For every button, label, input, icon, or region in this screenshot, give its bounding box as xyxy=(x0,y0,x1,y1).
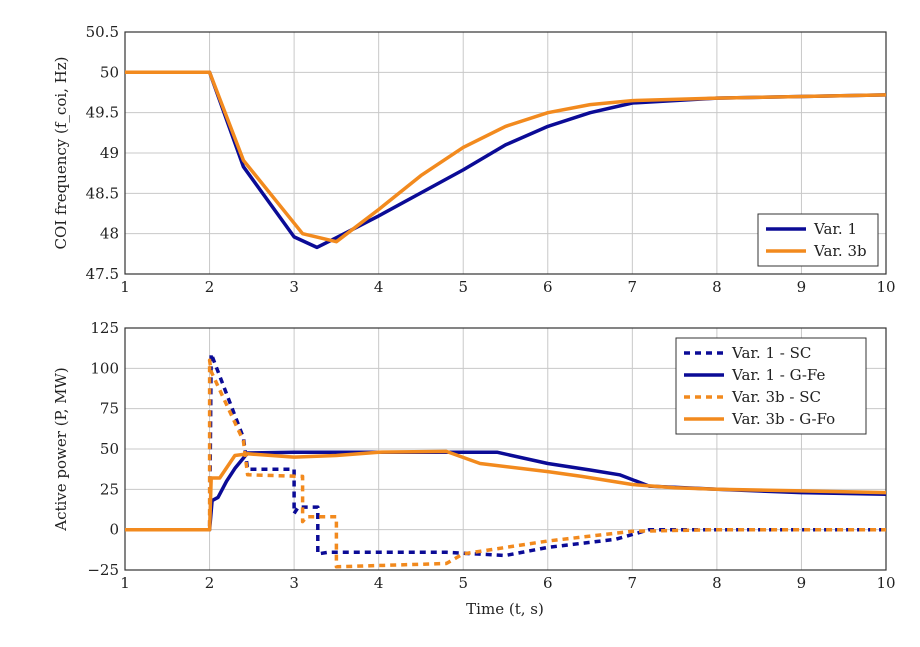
x-tick-label: 5 xyxy=(458,574,468,592)
y-tick-label: 75 xyxy=(100,400,119,418)
series-line-var-1-sc xyxy=(125,352,886,558)
x-tick-label: 9 xyxy=(797,278,807,296)
legend: Var. 1 Var. 3b xyxy=(757,213,879,267)
legend-entry: Var. 1 xyxy=(813,220,857,238)
x-tick-label: 4 xyxy=(374,278,384,296)
x-tick-label: 7 xyxy=(628,278,638,296)
plot-frame xyxy=(124,31,887,275)
y-tick-label: 48 xyxy=(100,225,119,243)
legend-box xyxy=(757,213,879,267)
x-tick-label: 6 xyxy=(543,574,553,592)
legend-entry: Var. 1 - G-Fe xyxy=(731,366,826,384)
x-tick-label: 1 xyxy=(120,278,130,296)
x-tick-label: 7 xyxy=(628,574,638,592)
y-tick-label: 48.5 xyxy=(86,184,119,202)
x-tick-label: 8 xyxy=(712,574,722,592)
x-tick-label: 8 xyxy=(712,278,722,296)
x-tick-label: 2 xyxy=(205,278,215,296)
y-tick-label: −25 xyxy=(87,561,119,579)
series-line-var-3b-sc xyxy=(125,358,886,569)
y-tick-label: 47.5 xyxy=(86,265,119,283)
y-tick-label: 50 xyxy=(100,63,119,81)
series-line-var-3b xyxy=(125,70,887,244)
x-tick-label: 3 xyxy=(289,574,299,592)
x-tick-label: 3 xyxy=(289,278,299,296)
x-tick-label: 9 xyxy=(797,574,807,592)
x-tick-label: 5 xyxy=(458,278,468,296)
legend-entry: Var. 3b - G-Fo xyxy=(731,410,835,428)
x-tick-label: 1 xyxy=(120,574,130,592)
y-tick-label: 49.5 xyxy=(86,104,119,122)
frequency-y-axis-label: COI frequency (f_coi, Hz) xyxy=(52,56,70,249)
y-tick-label: 50 xyxy=(100,440,119,458)
power-y-axis-label: Active power (P, MW) xyxy=(52,367,70,532)
plot-frame xyxy=(124,327,887,571)
y-tick-label: 50.5 xyxy=(86,23,119,41)
y-tick-label: 25 xyxy=(100,480,119,498)
x-tick-label: 10 xyxy=(876,278,895,296)
y-tick-label: 100 xyxy=(90,359,119,377)
y-tick-label: 0 xyxy=(109,521,119,539)
legend-entry: Var. 3b xyxy=(813,242,867,260)
legend-entry: Var. 1 - SC xyxy=(731,344,811,362)
x-tick-label: 2 xyxy=(205,574,215,592)
y-tick-label: 125 xyxy=(90,319,119,337)
x-tick-label: 10 xyxy=(876,574,895,592)
x-axis-label: Time (t, s) xyxy=(466,600,544,618)
legend-entry: Var. 3b - SC xyxy=(731,388,821,406)
series-line-var-3b-g-fo xyxy=(125,449,887,532)
x-tick-label: 4 xyxy=(374,574,384,592)
x-tick-label: 6 xyxy=(543,278,553,296)
legend: Var. 1 - SC Var. 1 - G-Fe Var. 3b - SC Var.… xyxy=(675,337,867,435)
y-tick-label: 49 xyxy=(100,144,119,162)
